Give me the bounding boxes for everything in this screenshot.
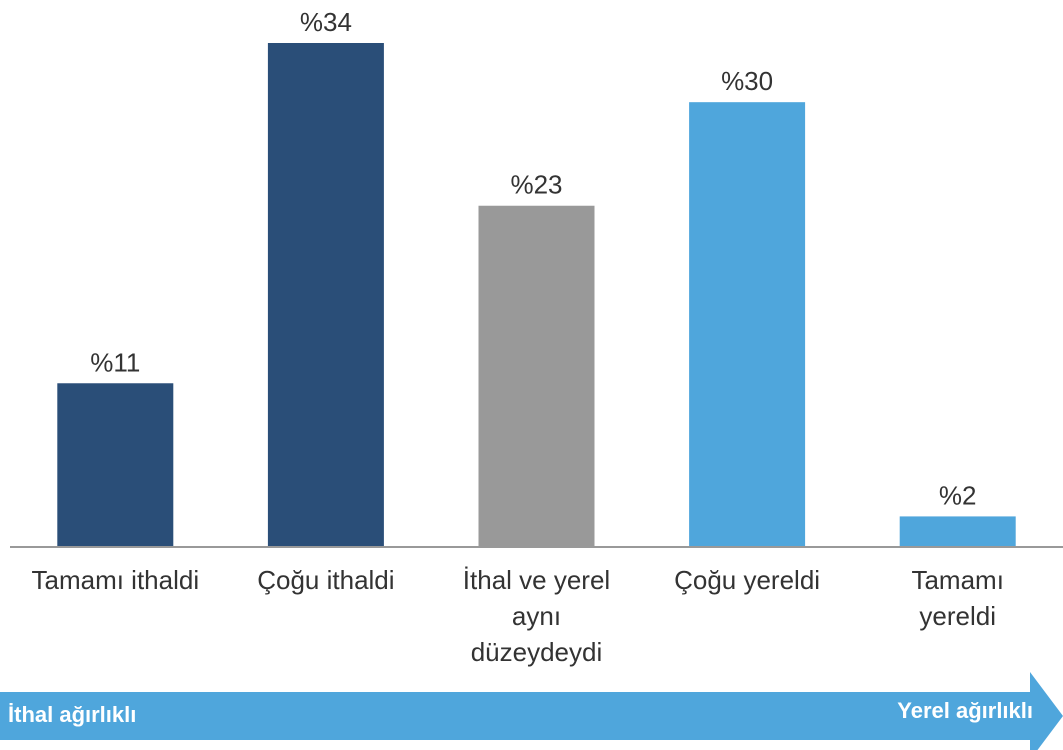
value-label: %23 [510, 170, 562, 200]
value-label: %11 [90, 347, 140, 377]
value-label: %30 [721, 66, 773, 96]
x-tick-label: Tamamı yereldi [911, 565, 1004, 631]
bar [478, 205, 595, 546]
value-label: %34 [300, 7, 352, 37]
bar [57, 383, 174, 546]
direction-arrow [0, 672, 1063, 750]
bar [267, 43, 384, 546]
value-label: %2 [939, 480, 977, 510]
arrow-right-label: Yerel ağırlıklı [897, 698, 1033, 723]
x-tick-label: Tamamı ithaldi [31, 565, 200, 595]
x-tick-label: Çoğu yereldi [674, 565, 821, 595]
bar [689, 102, 806, 547]
arrow-left-label: İthal ağırlıklı [8, 702, 136, 727]
bar [899, 516, 1016, 546]
x-tick-label: Çoğu ithaldi [257, 565, 395, 595]
x-tick-label: İthal ve yerel aynı düzeydeydi [462, 565, 611, 667]
